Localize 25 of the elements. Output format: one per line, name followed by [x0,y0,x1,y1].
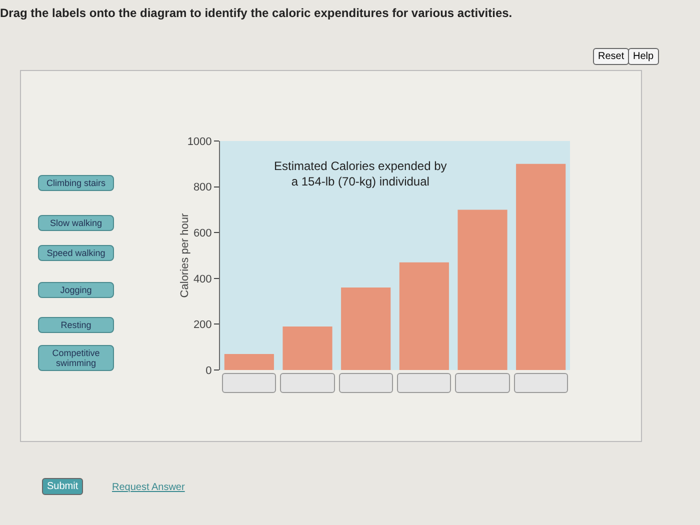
bar [399,262,449,370]
text: Reset [593,48,630,65]
y-axis-title: Calories per hour [179,212,191,298]
text: Submit [42,478,84,495]
text: Help [628,48,659,65]
text: Speed walking [38,245,114,261]
bar [458,210,508,370]
y-tick-label: 600 [193,227,212,240]
y-tick-label: 400 [193,273,212,286]
y-tick-label: 800 [193,182,212,194]
text: Resting [38,317,114,333]
bar [282,326,332,370]
bar [341,288,391,370]
text: Request Answer [112,482,185,493]
text: Climbing stairs [38,175,114,191]
chart-title: Drag the labels onto the diagram to identify the caloric expenditures for various activities. [0,6,512,20]
y-tick-label: 1000 [187,136,212,148]
text: Competitive swimming [38,345,114,371]
y-tick-label: 0 [206,364,212,377]
text: Estimated Calories expended by a 154-lb (70-kg) individual [274,159,447,189]
bar [224,354,274,370]
text: Jogging [38,282,114,298]
text: Slow walking [38,215,114,231]
bar [516,164,566,370]
y-tick-label: 200 [193,319,212,332]
